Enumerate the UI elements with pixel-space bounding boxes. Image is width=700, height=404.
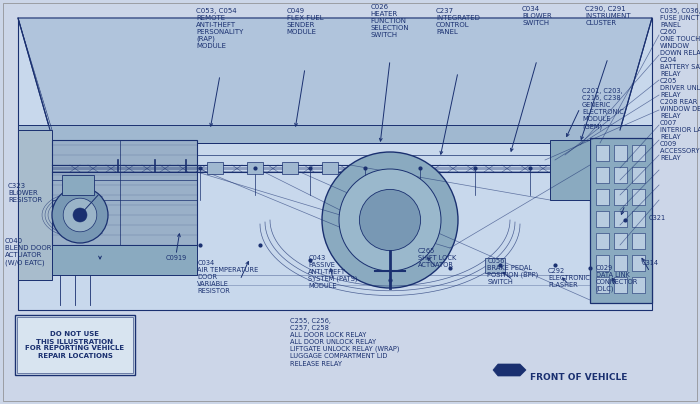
- Bar: [322, 162, 338, 174]
- Text: C237
INTEGRATED
CONTROL
PANEL: C237 INTEGRATED CONTROL PANEL: [436, 8, 480, 35]
- Text: C053, C054
REMOTE
ANTI-THEFT
PERSONALITY
(RAP)
MODULE: C053, C054 REMOTE ANTI-THEFT PERSONALITY…: [196, 8, 244, 50]
- Bar: [614, 167, 627, 183]
- Bar: [632, 167, 645, 183]
- Bar: [614, 211, 627, 227]
- Text: C201, C203,
C216, C238
GENERIC
ELECTRONIC
MODULE
(GEM): C201, C203, C216, C238 GENERIC ELECTRONI…: [582, 88, 624, 130]
- Bar: [596, 277, 609, 293]
- Text: C0919: C0919: [165, 255, 187, 261]
- Bar: [614, 277, 627, 293]
- Bar: [596, 145, 609, 161]
- Text: C049
FLEX FUEL
SENDER
MODULE: C049 FLEX FUEL SENDER MODULE: [287, 8, 323, 35]
- Text: C026
HEATER
FUNCTION
SELECTION
SWITCH: C026 HEATER FUNCTION SELECTION SWITCH: [371, 4, 409, 38]
- Circle shape: [73, 208, 87, 222]
- Text: C043
PASSIVE
ANTI-THEFT
SYSTEM (PATS)
MODULE: C043 PASSIVE ANTI-THEFT SYSTEM (PATS) MO…: [308, 255, 358, 290]
- Circle shape: [339, 169, 441, 271]
- Bar: [52, 245, 197, 275]
- Polygon shape: [18, 130, 52, 280]
- Text: C314: C314: [641, 260, 659, 266]
- Polygon shape: [493, 364, 526, 376]
- Bar: [282, 162, 298, 174]
- Bar: [614, 255, 627, 271]
- Polygon shape: [18, 18, 652, 310]
- Text: C034
AIR TEMPERATURE
DOOR
VARIABLE
RESISTOR: C034 AIR TEMPERATURE DOOR VARIABLE RESIS…: [197, 260, 258, 294]
- Bar: [614, 189, 627, 205]
- Text: C292
ELECTRONIC
FLASHER: C292 ELECTRONIC FLASHER: [548, 268, 590, 288]
- Text: FRONT OF VEHICLE: FRONT OF VEHICLE: [530, 373, 627, 382]
- Bar: [550, 140, 590, 200]
- Circle shape: [359, 189, 421, 250]
- Polygon shape: [18, 18, 652, 130]
- Text: C056
BRAKE PEDAL
POSITION (BPP)
SWITCH: C056 BRAKE PEDAL POSITION (BPP) SWITCH: [487, 258, 538, 286]
- Text: C040
BLEND DOOR
ACTUATOR
(W/O EATC): C040 BLEND DOOR ACTUATOR (W/O EATC): [5, 238, 52, 265]
- Bar: [596, 233, 609, 249]
- Bar: [52, 140, 197, 245]
- Bar: [596, 189, 609, 205]
- Bar: [62, 175, 94, 195]
- Text: C321: C321: [648, 215, 666, 221]
- Bar: [632, 255, 645, 271]
- Circle shape: [52, 187, 108, 243]
- Bar: [18, 125, 652, 143]
- Text: DO NOT USE
THIS ILLUSTRATION
FOR REPORTING VEHICLE
REPAIR LOCATIONS: DO NOT USE THIS ILLUSTRATION FOR REPORTI…: [25, 332, 125, 358]
- Bar: [596, 211, 609, 227]
- Bar: [632, 145, 645, 161]
- Bar: [632, 233, 645, 249]
- Bar: [596, 255, 609, 271]
- Bar: [596, 167, 609, 183]
- Text: C290, C291
INSTRUMENT
CLUSTER: C290, C291 INSTRUMENT CLUSTER: [585, 6, 631, 26]
- Bar: [15, 315, 135, 375]
- Bar: [632, 277, 645, 293]
- Text: C323
BLOWER
RESISTOR: C323 BLOWER RESISTOR: [8, 183, 42, 203]
- Text: C029
DATA LINK
CONNECTOR
(DLC): C029 DATA LINK CONNECTOR (DLC): [596, 265, 638, 292]
- Bar: [485, 258, 505, 273]
- Bar: [207, 162, 223, 174]
- Bar: [590, 138, 652, 303]
- Text: C265
SHIFT LOCK
ACTUATOR: C265 SHIFT LOCK ACTUATOR: [418, 248, 456, 268]
- Text: C034
BLOWER
SWITCH: C034 BLOWER SWITCH: [522, 6, 552, 26]
- Circle shape: [63, 198, 97, 232]
- Bar: [632, 189, 645, 205]
- Bar: [632, 211, 645, 227]
- Bar: [614, 145, 627, 161]
- Bar: [17, 317, 133, 373]
- Bar: [614, 233, 627, 249]
- Circle shape: [322, 152, 458, 288]
- Text: C255, C256,
C257, C258
ALL DOOR LOCK RELAY
ALL DOOR UNLOCK RELAY
LIFTGATE UNLOCK: C255, C256, C257, C258 ALL DOOR LOCK REL…: [290, 318, 400, 366]
- Bar: [247, 162, 263, 174]
- Text: C035, C036, C047
FUSE JUNCTION
PANEL
C260
ONE TOUCH
WINDOW
DOWN RELAY
C204
BATTE: C035, C036, C047 FUSE JUNCTION PANEL C26…: [660, 8, 700, 161]
